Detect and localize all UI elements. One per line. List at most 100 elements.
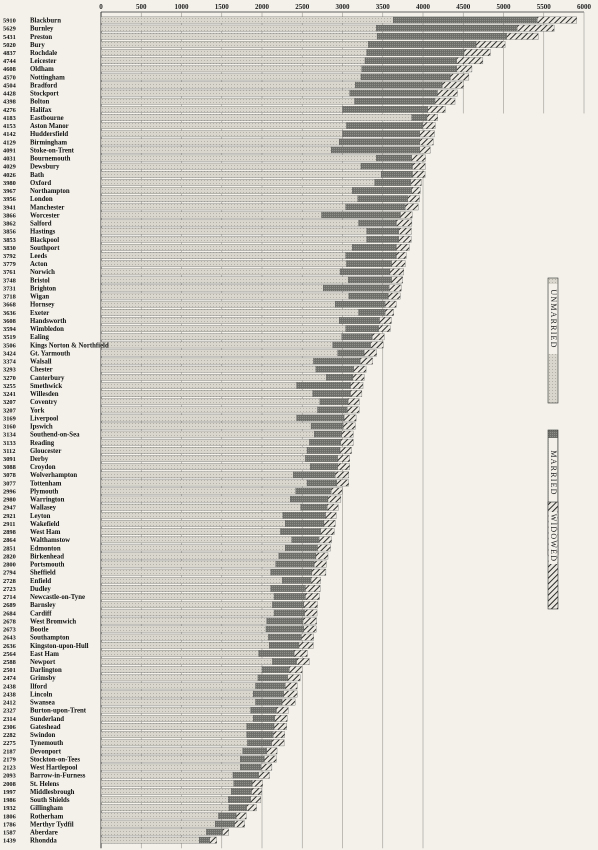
row-total-label: 3506 bbox=[3, 342, 17, 349]
bar-married bbox=[255, 682, 286, 690]
row-total-label: 3207 bbox=[3, 407, 17, 414]
row-total-label: 2327 bbox=[3, 708, 17, 715]
bar-widowed bbox=[317, 544, 331, 552]
bar-unmarried bbox=[100, 771, 234, 779]
row-town-label: West Ham bbox=[30, 529, 61, 536]
bar-married bbox=[376, 24, 518, 32]
bar-widowed bbox=[396, 252, 407, 259]
row-town-label: Gateshead bbox=[30, 724, 61, 731]
bar-widowed bbox=[341, 430, 354, 438]
row-total-label: 2636 bbox=[3, 643, 17, 650]
bar-married bbox=[314, 430, 342, 438]
bar-married bbox=[393, 16, 538, 24]
row-total-label: 4091 bbox=[3, 147, 16, 154]
row-total-label: 2314 bbox=[3, 716, 17, 723]
bar-widowed bbox=[385, 300, 397, 308]
row-total-label: 2689 bbox=[3, 602, 16, 609]
row-town-label: Canterbury bbox=[30, 375, 65, 382]
bar-married bbox=[246, 723, 275, 730]
row-total-label: 2921 bbox=[3, 513, 16, 520]
bar-married bbox=[242, 747, 267, 755]
row-town-label: Southend-on-Sea bbox=[30, 432, 80, 439]
row-total-label: 1587 bbox=[3, 830, 17, 837]
bar-unmarried bbox=[100, 317, 340, 324]
bar-married bbox=[270, 585, 306, 592]
bar-unmarried bbox=[100, 682, 256, 690]
row-total-label: 4837 bbox=[3, 50, 17, 57]
bar-married bbox=[335, 300, 386, 308]
bar-unmarried bbox=[100, 779, 234, 787]
bar-unmarried bbox=[100, 576, 283, 584]
row-total-label: 5629 bbox=[3, 26, 16, 33]
bar-widowed bbox=[276, 706, 289, 714]
row-town-label: Swindon bbox=[30, 732, 56, 739]
bar-unmarried bbox=[100, 154, 377, 162]
row-town-label: Tottenham bbox=[30, 480, 62, 487]
row-total-label: 5431 bbox=[3, 34, 16, 41]
bar-widowed bbox=[450, 73, 470, 81]
row-town-label: Kings Norton & Northfield bbox=[30, 342, 109, 349]
row-town-label: Sheffield bbox=[30, 570, 56, 577]
bar-widowed bbox=[422, 122, 436, 129]
bar-unmarried bbox=[100, 836, 200, 844]
bar-married bbox=[231, 788, 252, 795]
row-town-label: Gillingham bbox=[30, 805, 63, 812]
bar-widowed bbox=[305, 593, 320, 600]
row-town-label: Wakefield bbox=[30, 521, 60, 528]
bar-widowed bbox=[303, 625, 317, 633]
row-town-label: Bristol bbox=[30, 277, 50, 284]
bar-unmarried bbox=[100, 325, 346, 332]
bar-widowed bbox=[310, 576, 321, 584]
bar-widowed bbox=[298, 641, 314, 649]
bar-unmarried bbox=[100, 706, 251, 714]
bar-married bbox=[309, 438, 342, 446]
row-town-label: Manchester bbox=[30, 204, 64, 211]
row-total-label: 3077 bbox=[3, 480, 17, 487]
row-total-label: 3270 bbox=[3, 375, 16, 382]
bar-married bbox=[270, 568, 313, 576]
row-total-label: 4129 bbox=[3, 139, 16, 146]
bar-unmarried bbox=[100, 268, 341, 276]
bar-widowed bbox=[271, 739, 285, 747]
bar-married bbox=[278, 552, 317, 560]
row-total-label: 2187 bbox=[3, 748, 17, 755]
row-town-label: Wallasey bbox=[30, 505, 57, 512]
bar-unmarried bbox=[100, 382, 297, 389]
bar-unmarried bbox=[100, 633, 269, 641]
row-total-label: 2723 bbox=[3, 586, 16, 593]
bar-unmarried bbox=[100, 227, 367, 235]
top-tick-label: 1500 bbox=[215, 3, 230, 11]
bar-widowed bbox=[475, 41, 506, 48]
row-total-label: 3748 bbox=[3, 277, 16, 284]
bar-married bbox=[323, 284, 390, 292]
bar-married bbox=[295, 487, 332, 495]
bar-married bbox=[345, 203, 406, 211]
bar-widowed bbox=[517, 24, 555, 32]
row-total-label: 2794 bbox=[3, 570, 17, 577]
row-total-label: 4570 bbox=[3, 74, 16, 81]
bar-unmarried bbox=[100, 658, 273, 665]
bar-widowed bbox=[426, 114, 438, 121]
row-total-label: 2123 bbox=[3, 765, 16, 772]
bar-widowed bbox=[398, 235, 412, 243]
bar-widowed bbox=[315, 552, 329, 560]
bar-unmarried bbox=[100, 41, 369, 48]
row-total-label: 2820 bbox=[3, 553, 16, 560]
row-total-label: 3866 bbox=[3, 212, 17, 219]
row-town-label: Coventry bbox=[30, 399, 58, 406]
bar-unmarried bbox=[100, 130, 343, 138]
bar-unmarried bbox=[100, 723, 247, 730]
bar-married bbox=[290, 495, 329, 503]
row-town-label: Edmonton bbox=[30, 545, 61, 552]
bar-unmarried bbox=[100, 373, 327, 381]
bar-widowed bbox=[388, 292, 401, 300]
bar-widowed bbox=[337, 463, 350, 471]
bar-married bbox=[280, 528, 321, 535]
row-town-label: Lincoln bbox=[30, 691, 53, 698]
row-town-label: Darlington bbox=[30, 667, 62, 674]
bar-unmarried bbox=[100, 114, 412, 121]
bar-unmarried bbox=[100, 16, 394, 24]
row-town-label: Gloucester bbox=[30, 448, 61, 455]
bar-married bbox=[313, 357, 361, 365]
bars bbox=[100, 16, 577, 844]
